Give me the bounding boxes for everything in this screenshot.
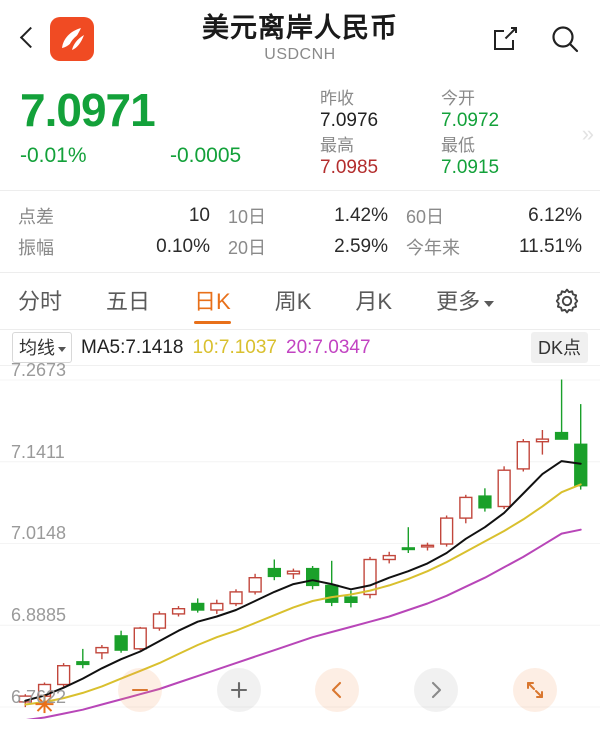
field-value: 7.0915 <box>441 157 500 179</box>
app-logo-icon[interactable] <box>50 17 94 61</box>
ma-selector-label: 均线 <box>19 338 55 358</box>
zoom-out-button[interactable] <box>118 668 162 712</box>
stats-row: 点差 10 10日 1.42% 60日 6.12% <box>18 200 582 231</box>
change-absolute: -0.0005 <box>170 143 242 167</box>
ma10-value: 10:7.1037 <box>192 336 277 358</box>
app-header: 美元离岸人民币 USDCNH <box>0 0 600 78</box>
back-chevron-icon[interactable] <box>18 23 40 55</box>
quote-panel: 7.0971 -0.01% -0.0005 昨收 7.0976 今开 7.097… <box>0 78 600 190</box>
candlestick-chart[interactable]: 7.2673 7.1411 7.0148 6.8885 6.7622 <box>0 360 600 719</box>
chevron-down-icon <box>58 347 66 352</box>
search-icon[interactable] <box>548 22 582 56</box>
tab-minute[interactable]: 分时 <box>18 289 63 314</box>
tab-more-label: 更多 <box>436 289 481 314</box>
last-price: 7.0971 <box>20 84 156 136</box>
tab-monthly-k[interactable]: 月K <box>355 289 393 314</box>
ma20-value: 20:7.0347 <box>286 336 371 358</box>
moving-average-bar: 均线 MA5:7.1418 10:7.1037 20:7.0347 DK点 <box>0 330 600 366</box>
field-value: 7.0976 <box>320 110 379 132</box>
ma5-value: MA5:7.1418 <box>81 336 184 358</box>
share-external-icon[interactable] <box>488 22 522 56</box>
stat-label: 10日 <box>228 206 267 227</box>
stats-row: 振幅 0.10% 20日 2.59% 今年来 11.51% <box>18 231 582 262</box>
pan-left-button[interactable] <box>315 668 359 712</box>
stat-value: 0.10% <box>156 235 210 257</box>
quote-primary: 7.0971 -0.01% -0.0005 <box>20 84 320 180</box>
stat-value: 10 <box>188 204 210 226</box>
quote-fields: 昨收 7.0976 今开 7.0972 最高 7.0985 最低 7.0915 <box>320 84 580 180</box>
tab-five-day[interactable]: 五日 <box>106 289 151 314</box>
field-label: 最低 <box>441 136 475 155</box>
double-chevron-right-icon[interactable]: » <box>581 121 594 146</box>
stat-label: 点差 <box>18 206 54 227</box>
stat-value: 2.59% <box>334 235 388 257</box>
field-value: 7.0985 <box>320 157 379 179</box>
stat-label: 振幅 <box>18 237 54 258</box>
change-row: -0.01% -0.0005 <box>20 144 320 168</box>
field-value: 7.0972 <box>441 110 500 132</box>
quote-field-prev-close: 昨收 7.0976 <box>320 88 431 133</box>
stat-label: 今年来 <box>406 237 460 258</box>
field-label: 昨收 <box>320 89 354 108</box>
field-label: 今开 <box>441 89 475 108</box>
stats-panel: 点差 10 10日 1.42% 60日 6.12% 振幅 0.10% 20日 2… <box>0 190 600 273</box>
field-label: 最高 <box>320 136 354 155</box>
chart-period-tabs: 分时 五日 日K 周K 月K 更多 <box>0 273 600 330</box>
dk-point-button[interactable]: DK点 <box>530 332 588 363</box>
stat-label: 20日 <box>228 237 267 258</box>
stat-label: 60日 <box>406 206 445 227</box>
fullscreen-button[interactable] <box>513 668 557 712</box>
quote-field-high: 最高 7.0985 <box>320 135 431 180</box>
chevron-down-icon <box>484 301 495 307</box>
quote-field-open: 今开 7.0972 <box>441 88 552 133</box>
pan-right-button[interactable] <box>414 668 458 712</box>
header-actions <box>488 22 582 56</box>
tab-daily-k[interactable]: 日K <box>194 276 231 326</box>
stat-value: 6.12% <box>528 204 582 226</box>
ma-selector-pill[interactable]: 均线 <box>12 332 72 363</box>
settings-gear-icon[interactable] <box>552 286 582 316</box>
tab-weekly-k[interactable]: 周K <box>274 289 312 314</box>
chart-control-buttons <box>0 668 600 712</box>
chart-canvas[interactable] <box>0 366 600 719</box>
tab-more[interactable]: 更多 <box>436 276 495 326</box>
quote-field-low: 最低 7.0915 <box>441 135 552 180</box>
stat-value: 11.51% <box>518 235 582 257</box>
stat-value: 1.42% <box>334 204 388 226</box>
change-percent: -0.01% <box>20 143 87 167</box>
zoom-in-button[interactable] <box>217 668 261 712</box>
